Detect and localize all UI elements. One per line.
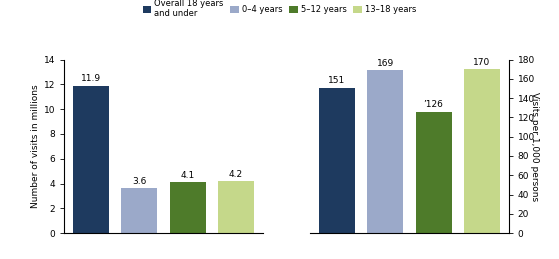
Text: 170: 170 xyxy=(473,58,491,67)
Text: 3.6: 3.6 xyxy=(132,177,146,186)
Bar xyxy=(367,70,404,233)
Text: 169: 169 xyxy=(377,59,394,68)
Text: 151: 151 xyxy=(328,76,345,85)
Bar xyxy=(218,181,254,233)
Y-axis label: Visits per 1,000 persons: Visits per 1,000 persons xyxy=(530,92,539,201)
Bar xyxy=(169,182,206,233)
Text: 4.1: 4.1 xyxy=(181,171,195,180)
Bar xyxy=(319,88,355,233)
Text: ’126: ’126 xyxy=(424,100,444,109)
Legend: Overall 18 years
and under, 0–4 years, 5–12 years, 13–18 years: Overall 18 years and under, 0–4 years, 5… xyxy=(143,0,416,18)
Bar xyxy=(73,85,109,233)
Y-axis label: Number of visits in millions: Number of visits in millions xyxy=(31,84,40,208)
Text: 4.2: 4.2 xyxy=(229,170,243,179)
Text: 11.9: 11.9 xyxy=(81,74,101,83)
Bar xyxy=(415,112,452,233)
Bar xyxy=(464,69,500,233)
Bar xyxy=(121,189,158,233)
